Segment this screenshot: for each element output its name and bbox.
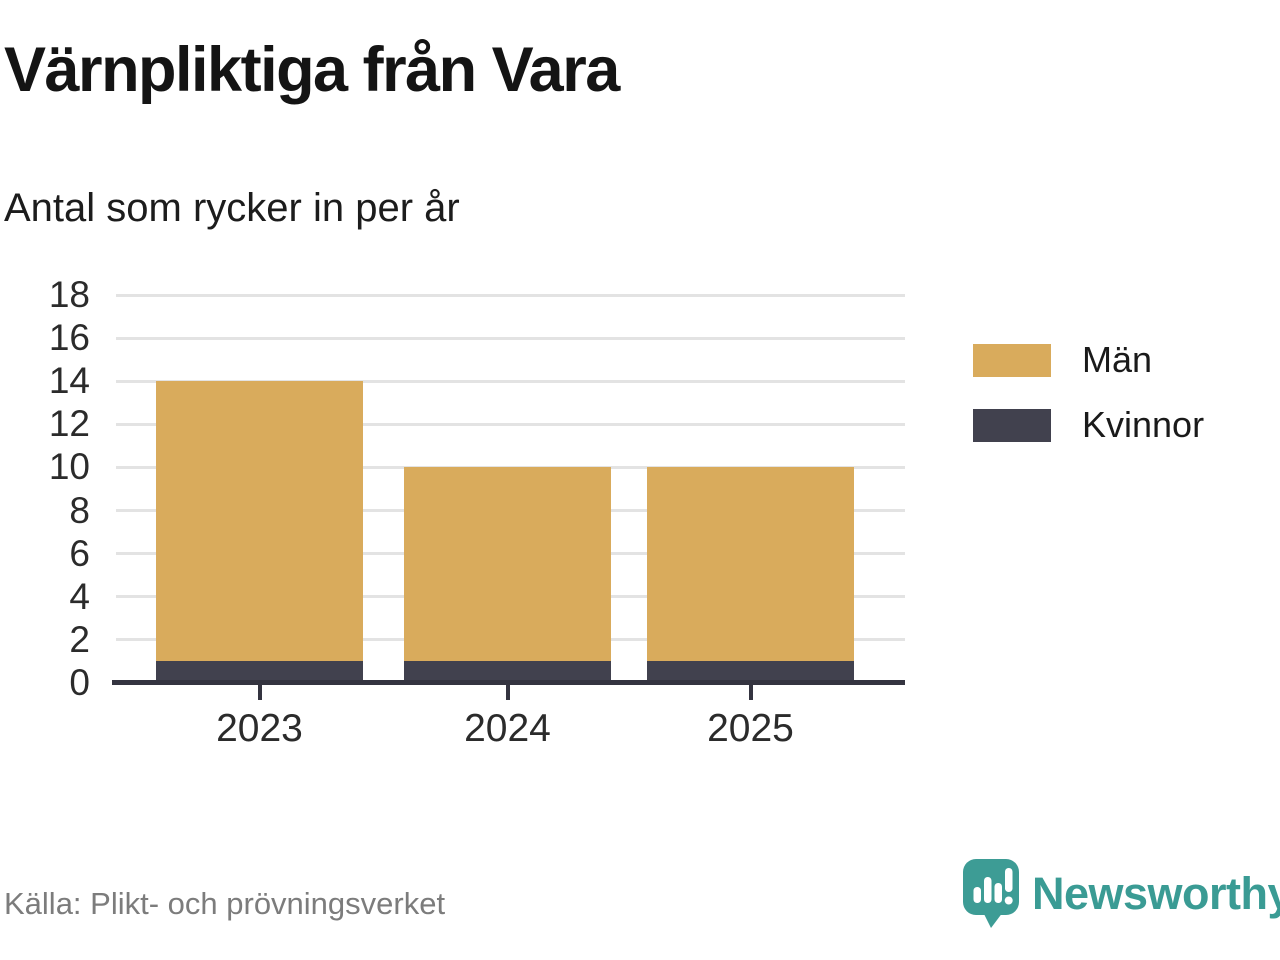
x-axis-tick-label: 2024 [464,707,551,750]
x-axis-tick-label: 2023 [216,707,303,750]
gridline [116,293,905,297]
y-axis-tick-label: 4 [69,575,90,617]
x-axis-tick-label: 2025 [707,707,794,750]
bar-segment-män-2025 [647,467,854,662]
x-axis-tick [257,685,262,700]
y-axis-tick-label: 0 [69,662,90,703]
legend-item-women: Kvinnor [973,404,1204,446]
gridline [116,422,905,426]
x-axis-tick [505,685,510,700]
legend-item-men: Män [973,339,1204,381]
y-axis-tick-label: 12 [48,403,90,445]
y-axis-tick-label: 14 [48,360,90,402]
bar-segment-kvinnor-2025 [647,661,854,683]
y-axis-tick-label: 2 [69,618,90,660]
source-note: Källa: Plikt- och prövningsverket [4,886,446,921]
gridline [116,465,905,469]
y-axis-tick-label: 6 [69,532,90,574]
x-axis-tick [748,685,753,700]
bar-segment-kvinnor-2024 [404,661,611,683]
gridline [116,379,905,383]
newsworthy-logo-icon [963,859,1019,928]
legend: Män Kvinnor [973,339,1204,469]
legend-label-men: Män [1082,339,1153,380]
y-axis-tick-label: 10 [48,446,90,488]
y-axis-labels: 0 2 4 6 8 10 12 14 16 18 [0,274,90,703]
bar-segment-män-2024 [404,467,611,662]
y-axis-tick-label: 16 [48,317,90,359]
gridline [116,336,905,340]
y-axis-tick-label: 8 [69,489,90,531]
brand-wordmark: Newsworthy [1032,868,1280,919]
chart-title: Värnpliktiga från Vara [4,35,620,105]
legend-swatch-women [973,408,1051,442]
bar-segment-kvinnor-2023 [156,661,363,683]
bar-segment-män-2023 [156,381,363,662]
legend-label-women: Kvinnor [1082,404,1205,445]
brand-footer: Newsworthy [962,856,1280,936]
chart-subtitle: Antal som rycker in per år [4,186,460,230]
plot-area: 2023 2024 2025 [112,293,905,750]
x-axis-line [112,680,905,685]
legend-swatch-men [973,343,1051,377]
y-axis-tick-label: 18 [48,274,90,315]
